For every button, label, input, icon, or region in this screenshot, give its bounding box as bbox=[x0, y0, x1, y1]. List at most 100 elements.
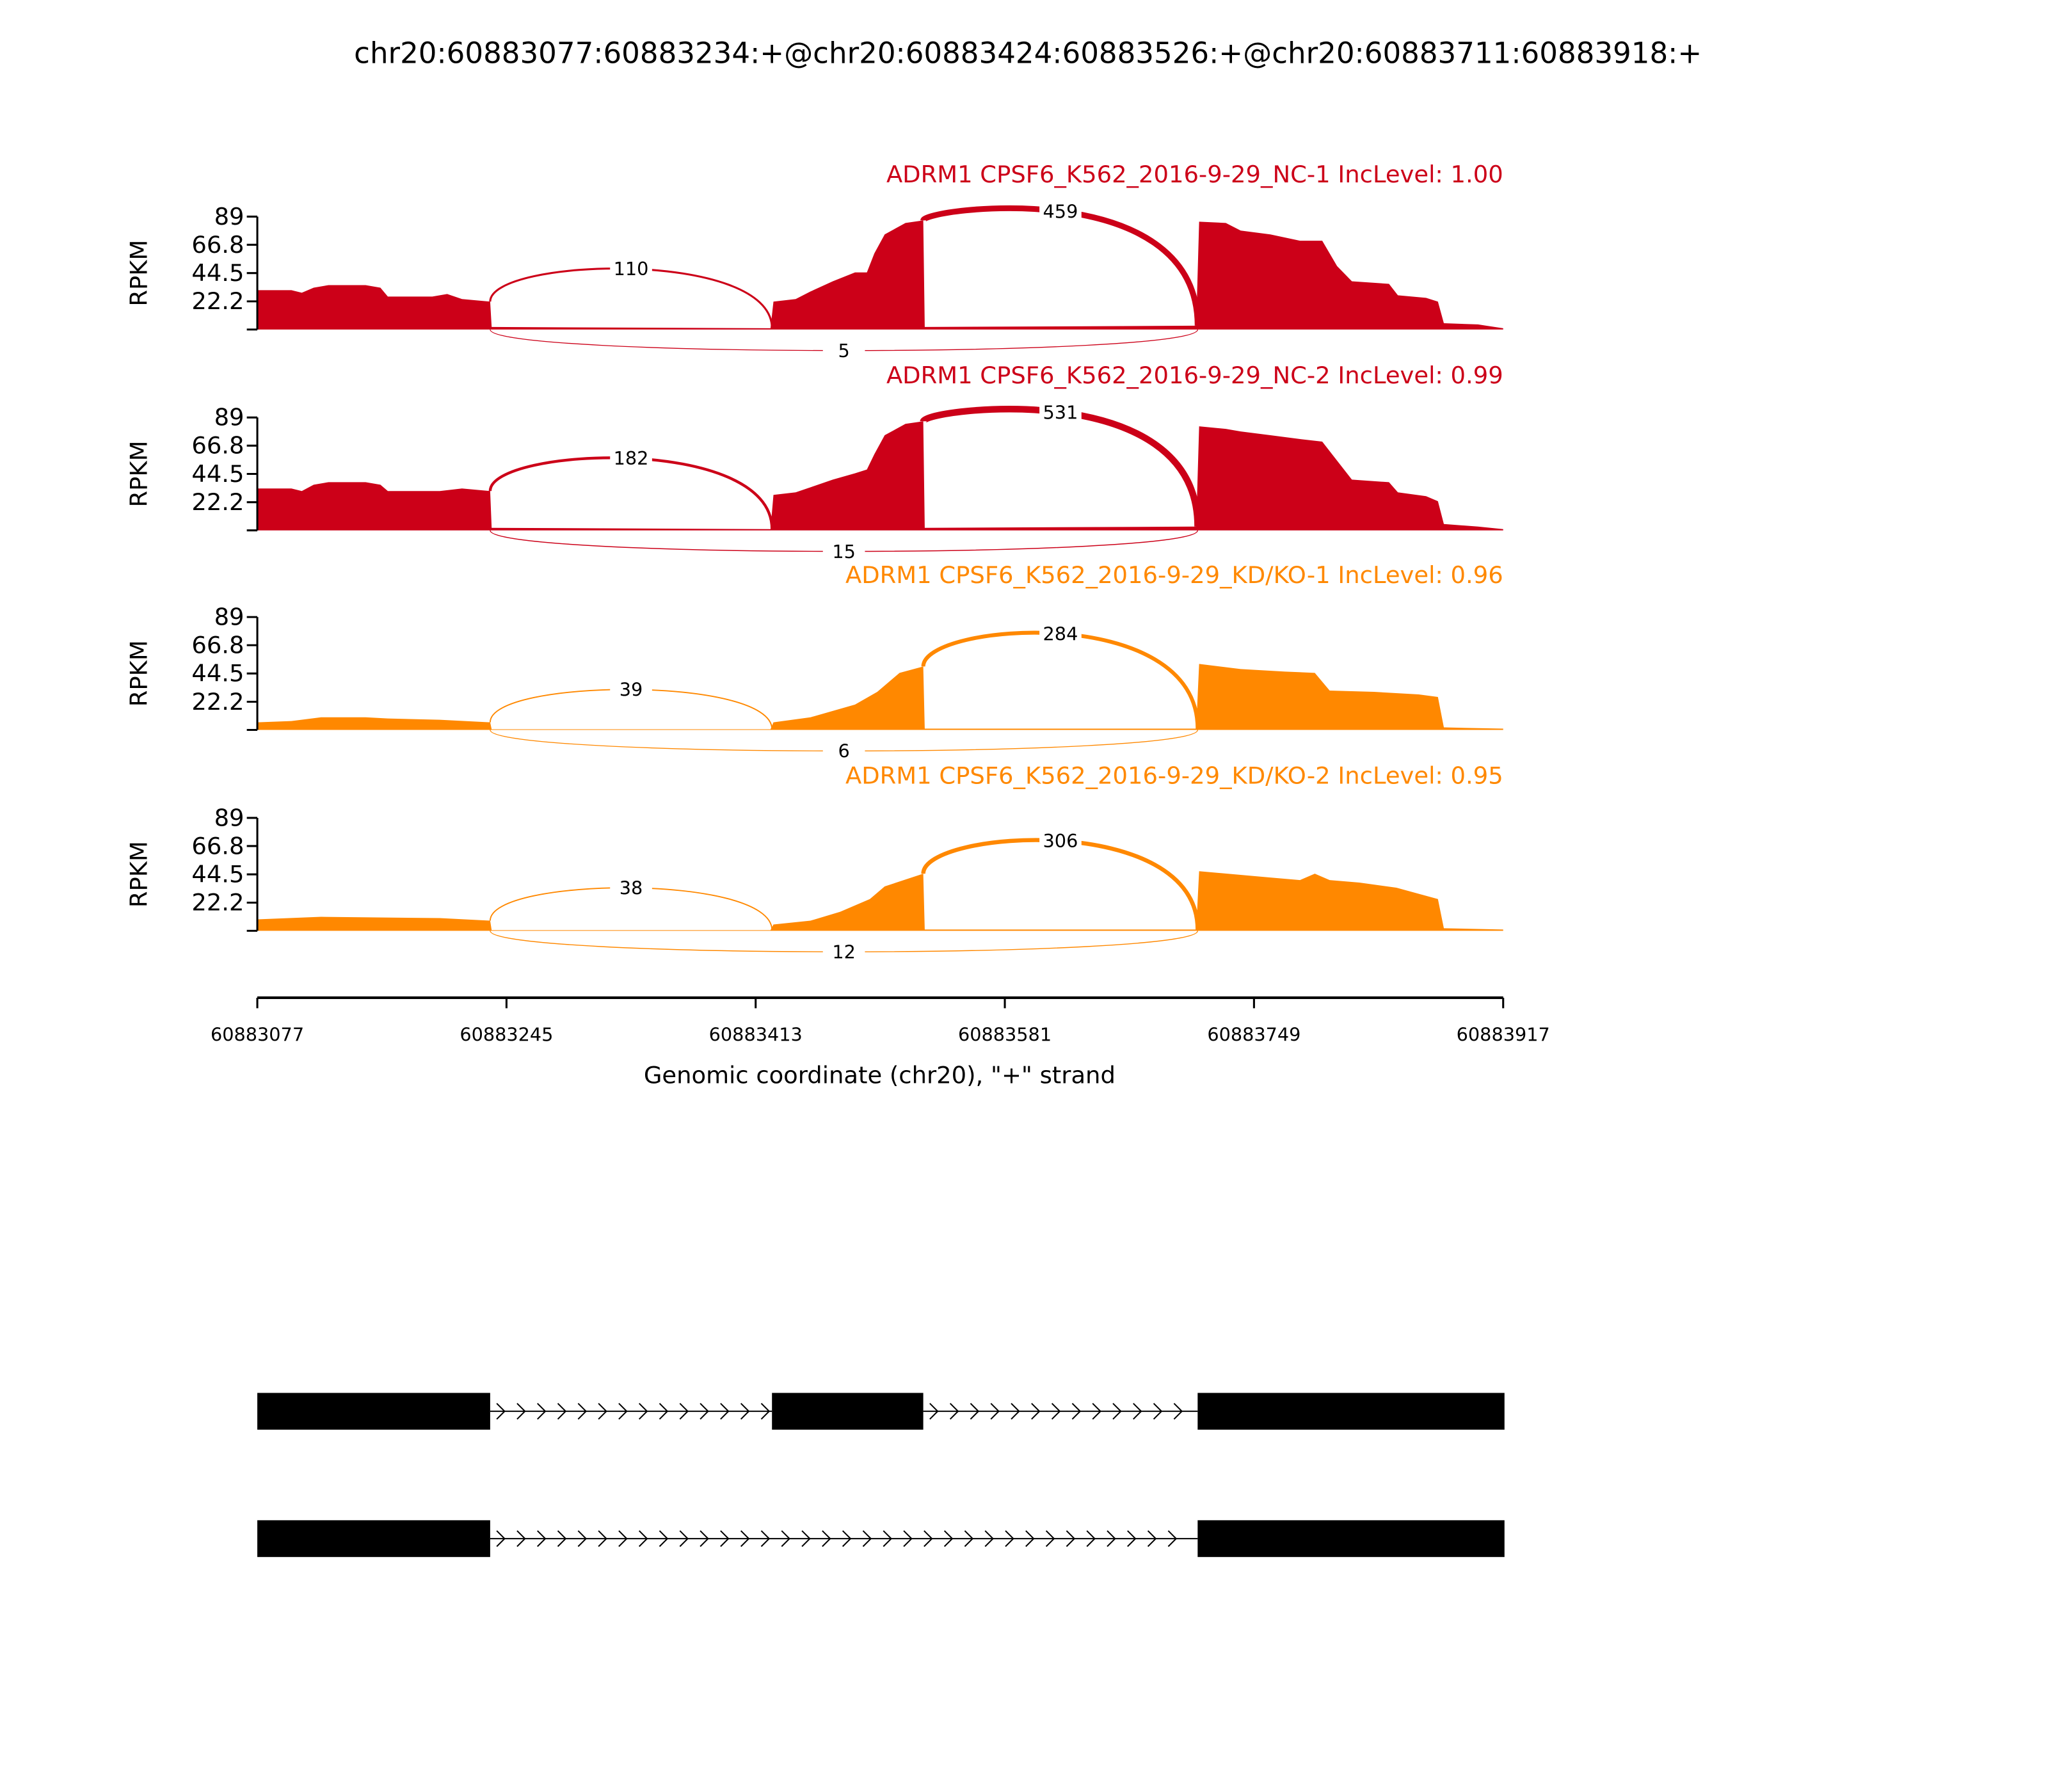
junction-arc bbox=[921, 630, 1200, 729]
junction-count-label: 6 bbox=[838, 740, 849, 762]
strand-arrow-icon bbox=[1071, 1403, 1082, 1420]
y-tick-label: 66.8 bbox=[191, 832, 244, 860]
strand-arrow-icon bbox=[1086, 1530, 1096, 1548]
strand-arrow-icon bbox=[496, 1403, 506, 1420]
sample-title: ADRM1 CPSF6_K562_2016-9-29_KD/KO-2 IncLe… bbox=[845, 762, 1503, 790]
strand-arrow-icon bbox=[842, 1530, 852, 1548]
strand-arrow-icon bbox=[949, 1403, 959, 1420]
coverage-area bbox=[257, 871, 1503, 931]
junction-label-box bbox=[822, 340, 865, 362]
y-tick-label: 66.8 bbox=[191, 631, 244, 659]
strand-arrow-icon bbox=[1011, 1403, 1020, 1420]
strand-arrow-icon bbox=[577, 1530, 588, 1548]
y-axis-label: RPKM bbox=[125, 441, 153, 508]
y-tick-label: 66.8 bbox=[191, 432, 244, 460]
sample-panel: ADRM1 CPSF6_K562_2016-9-29_KD/KO-1 IncLe… bbox=[125, 561, 1503, 762]
strand-arrow-icon bbox=[537, 1403, 547, 1420]
exon-block bbox=[1197, 1520, 1505, 1557]
junction-count-label: 38 bbox=[620, 877, 643, 899]
strand-arrow-icon bbox=[577, 1403, 588, 1420]
junction-label-box bbox=[1039, 623, 1082, 644]
gene-model bbox=[257, 1393, 1505, 1430]
y-tick-label: 44.5 bbox=[191, 660, 244, 687]
strand-arrow-icon bbox=[1147, 1530, 1157, 1548]
y-tick-label: 89 bbox=[214, 804, 244, 831]
strand-arrow-icon bbox=[760, 1403, 771, 1420]
strand-arrow-icon bbox=[598, 1530, 607, 1548]
y-tick-label: 22.2 bbox=[191, 488, 244, 516]
junction-count-label: 110 bbox=[614, 258, 649, 280]
strand-arrow-icon bbox=[1092, 1403, 1101, 1420]
strand-arrow-icon bbox=[964, 1530, 974, 1548]
y-tick-label: 22.2 bbox=[191, 688, 244, 716]
junction-label-box bbox=[1039, 401, 1082, 423]
x-axis-label: Genomic coordinate (chr20), "+" strand bbox=[644, 1061, 1116, 1089]
gene-model bbox=[257, 1520, 1505, 1557]
junction-label-box bbox=[1039, 200, 1082, 222]
strand-arrow-icon bbox=[781, 1530, 791, 1548]
strand-arrow-icon bbox=[1133, 1403, 1142, 1420]
strand-arrow-icon bbox=[659, 1530, 669, 1548]
strand-arrow-icon bbox=[516, 1403, 526, 1420]
strand-arrow-icon bbox=[557, 1403, 567, 1420]
strand-arrow-icon bbox=[720, 1403, 730, 1420]
exon-block bbox=[257, 1520, 490, 1557]
junction-count-label: 182 bbox=[614, 447, 649, 469]
y-tick-label: 44.5 bbox=[191, 259, 244, 287]
x-axis: 60883077 60883245 60883413 60883581 60883749… bbox=[211, 996, 1550, 1046]
y-tick-label: 44.5 bbox=[191, 860, 244, 888]
strand-arrow-icon bbox=[970, 1403, 980, 1420]
coverage-panels: ADRM1 CPSF6_K562_2016-9-29_NC-1 IncLevel… bbox=[125, 161, 1503, 963]
x-tick-label: 60883245 bbox=[460, 1024, 553, 1046]
junction-arc bbox=[920, 205, 1201, 326]
exon-block bbox=[772, 1393, 924, 1430]
sample-panel: ADRM1 CPSF6_K562_2016-9-29_NC-2 IncLevel… bbox=[125, 362, 1503, 563]
sample-title: ADRM1 CPSF6_K562_2016-9-29_KD/KO-1 IncLe… bbox=[845, 561, 1503, 589]
strand-arrow-icon bbox=[659, 1403, 669, 1420]
junction-count-label: 15 bbox=[832, 541, 856, 563]
strand-arrow-icon bbox=[984, 1530, 994, 1548]
strand-arrow-icon bbox=[638, 1403, 648, 1420]
junction-label-box bbox=[822, 740, 865, 762]
strand-arrow-icon bbox=[1167, 1530, 1178, 1548]
exon-block bbox=[1197, 1393, 1505, 1430]
junction-label-box bbox=[822, 541, 865, 562]
exon-block bbox=[257, 1393, 490, 1430]
y-tick-label: 44.5 bbox=[191, 460, 244, 488]
junction-count-label: 12 bbox=[832, 941, 856, 963]
strand-arrow-icon bbox=[1173, 1403, 1183, 1420]
junction-label-box bbox=[610, 447, 652, 469]
x-tick-label: 60883077 bbox=[211, 1024, 304, 1046]
strand-arrow-icon bbox=[740, 1530, 750, 1548]
strand-arrow-icon bbox=[1127, 1530, 1137, 1548]
strand-arrow-icon bbox=[943, 1530, 954, 1548]
strand-arrow-icon bbox=[929, 1403, 939, 1420]
junction-count-label: 531 bbox=[1043, 401, 1078, 423]
sample-panel: ADRM1 CPSF6_K562_2016-9-29_KD/KO-2 IncLe… bbox=[125, 762, 1503, 963]
strand-arrow-icon bbox=[1112, 1403, 1122, 1420]
gene-models bbox=[257, 1393, 1505, 1557]
y-axis-label: RPKM bbox=[125, 841, 153, 908]
strand-arrow-icon bbox=[1025, 1530, 1035, 1548]
y-tick-label: 66.8 bbox=[191, 231, 244, 259]
sample-title: ADRM1 CPSF6_K562_2016-9-29_NC-2 IncLevel… bbox=[886, 362, 1503, 389]
strand-arrow-icon bbox=[990, 1403, 1000, 1420]
junction-count-label: 306 bbox=[1043, 830, 1078, 852]
strand-arrow-icon bbox=[618, 1403, 628, 1420]
junction-count-label: 5 bbox=[838, 340, 849, 362]
x-tick-label: 60883917 bbox=[1457, 1024, 1550, 1046]
strand-arrow-icon bbox=[924, 1530, 933, 1548]
sample-title: ADRM1 CPSF6_K562_2016-9-29_NC-1 IncLevel… bbox=[886, 161, 1503, 188]
strand-arrow-icon bbox=[1066, 1530, 1076, 1548]
junction-label-box bbox=[1039, 830, 1082, 852]
strand-arrow-icon bbox=[679, 1530, 689, 1548]
strand-arrow-icon bbox=[1051, 1403, 1061, 1420]
strand-arrow-icon bbox=[1005, 1530, 1014, 1548]
x-tick-label: 60883749 bbox=[1207, 1024, 1300, 1046]
junction-count-label: 39 bbox=[620, 679, 643, 701]
coverage-area bbox=[257, 421, 1503, 531]
y-tick-label: 22.2 bbox=[191, 287, 244, 315]
strand-arrow-icon bbox=[557, 1530, 567, 1548]
junction-label-box bbox=[822, 941, 865, 963]
